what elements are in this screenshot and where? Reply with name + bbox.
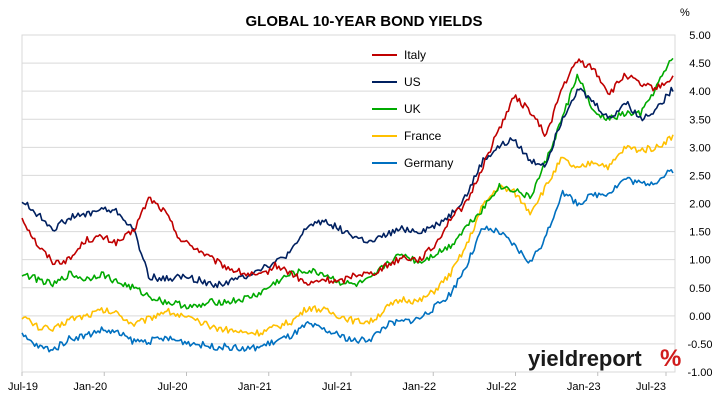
x-tick-label: Jan-23 bbox=[567, 381, 601, 393]
series-line-uk bbox=[21, 57, 674, 310]
y-tick-label: 5.00 bbox=[689, 30, 710, 42]
x-tick-label: Jan-21 bbox=[238, 381, 272, 393]
x-tick-label: Jul-20 bbox=[158, 381, 188, 393]
legend-label: UK bbox=[404, 102, 421, 116]
legend: Italy US UK France Germany bbox=[372, 48, 453, 170]
legend-label: Italy bbox=[404, 48, 426, 62]
series-line-italy bbox=[21, 58, 674, 286]
x-tick-label: Jul-22 bbox=[487, 381, 517, 393]
legend-label: Germany bbox=[404, 156, 453, 170]
x-tick-label: Jul-19 bbox=[8, 381, 38, 393]
x-tick-label: Jan-22 bbox=[402, 381, 436, 393]
y-tick-label: 3.00 bbox=[689, 142, 710, 154]
x-axis-ticks: Jul-19 Jan-20 Jul-20 Jan-21 Jul-21 Jan-22 Jul-… bbox=[8, 372, 667, 393]
y-axis-tick-labels: 5.00 4.50 4.00 3.50 3.00 2.50 2.00 1.50 1.00 0.50… bbox=[687, 30, 712, 379]
y-tick-label: 1.00 bbox=[689, 255, 710, 267]
x-tick-label: Jul-21 bbox=[322, 381, 352, 393]
y-tick-label: 3.50 bbox=[689, 114, 710, 126]
y-tick-label: 4.00 bbox=[689, 86, 710, 98]
y-tick-label: 2.00 bbox=[689, 199, 710, 211]
legend-label: US bbox=[404, 75, 421, 89]
plot-area-border bbox=[21, 34, 676, 373]
series-line-germany bbox=[21, 169, 674, 353]
series-line-france bbox=[21, 134, 674, 337]
x-tick-label: Jul-23 bbox=[636, 381, 666, 393]
y-tick-label: -0.50 bbox=[687, 339, 712, 351]
yieldreport-logo: yieldreport % bbox=[528, 345, 681, 372]
y-tick-label: 4.50 bbox=[689, 58, 710, 70]
y-axis-unit: % bbox=[680, 7, 690, 19]
chart-title: GLOBAL 10-YEAR BOND YIELDS bbox=[246, 13, 483, 30]
series-line-us bbox=[21, 86, 674, 289]
logo-percent-symbol: % bbox=[660, 345, 681, 372]
logo-text: yieldreport bbox=[528, 346, 642, 371]
y-tick-label: 1.50 bbox=[689, 227, 710, 239]
y-tick-label: 0.00 bbox=[689, 311, 710, 323]
grid-lines bbox=[21, 34, 676, 373]
series-lines bbox=[21, 57, 674, 353]
legend-label: France bbox=[404, 129, 442, 143]
y-tick-label: -1.00 bbox=[687, 367, 712, 379]
y-tick-label: 0.50 bbox=[689, 283, 710, 295]
x-tick-label: Jan-20 bbox=[73, 381, 107, 393]
y-tick-label: 2.50 bbox=[689, 170, 710, 182]
